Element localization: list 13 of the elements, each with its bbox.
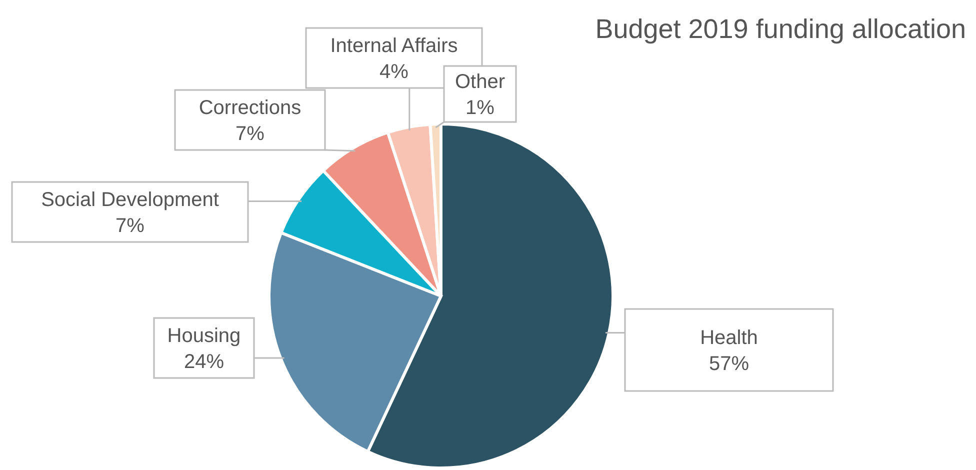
data-label: 7% (236, 123, 265, 145)
slice-label: Housing (167, 325, 241, 347)
slice-label: Other (454, 71, 506, 93)
data-label: 24% (184, 351, 224, 373)
data-label: 4% (380, 61, 409, 83)
chart-title: Budget 2019 funding allocation (595, 14, 966, 44)
slice-label: Internal Affairs (330, 35, 458, 57)
slice-label: Social Development (41, 189, 220, 211)
data-label: 1% (466, 97, 495, 119)
data-label: 57% (708, 353, 750, 375)
slice-label: Corrections (198, 97, 302, 119)
slice-label: Health (700, 327, 758, 349)
data-label: 7% (116, 215, 145, 237)
